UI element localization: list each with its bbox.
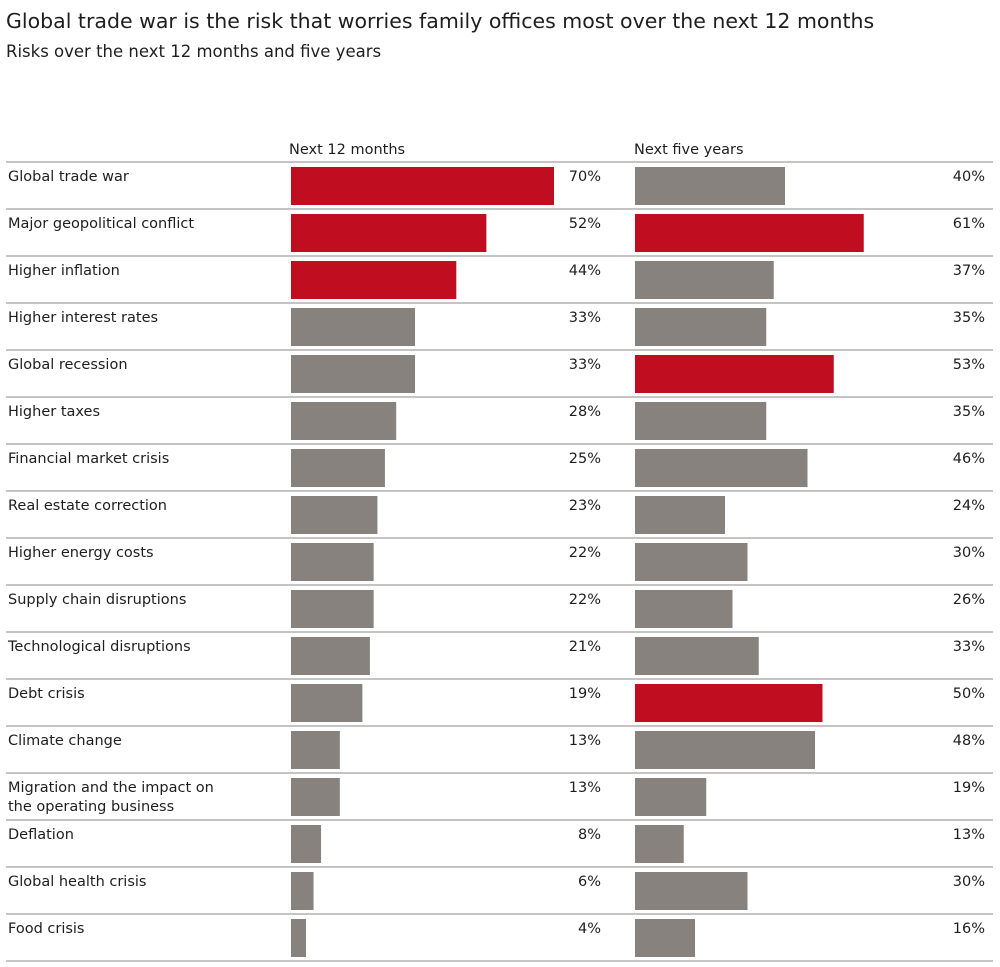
value-label-next-five-years: 48% (953, 733, 985, 749)
value-label-next-12-months: 21% (569, 639, 601, 655)
bar-next-five-years (635, 543, 748, 581)
value-label-next-five-years: 61% (953, 216, 985, 232)
bar-next-12-months (291, 402, 397, 440)
category-label: Higher taxes (8, 404, 100, 420)
value-label-next-five-years: 30% (953, 874, 985, 890)
bar-next-12-months (291, 261, 457, 299)
bar-next-five-years (635, 355, 834, 393)
value-label-next-12-months: 22% (569, 592, 601, 608)
bar-next-five-years (635, 308, 767, 346)
category-label: Financial market crisis (8, 451, 169, 467)
value-label-next-12-months: 13% (569, 780, 601, 796)
bar-next-12-months (291, 919, 307, 957)
value-label-next-12-months: 52% (569, 216, 601, 232)
bar-next-12-months (291, 308, 415, 346)
value-label-next-five-years: 19% (953, 780, 985, 796)
value-label-next-12-months: 33% (569, 357, 601, 373)
value-label-next-five-years: 13% (953, 827, 985, 843)
category-label: Migration and the impact on the operating… (8, 780, 214, 815)
value-label-next-12-months: 70% (569, 169, 601, 185)
category-label: Food crisis (8, 921, 84, 937)
bar-next-five-years (635, 778, 707, 816)
value-label-next-five-years: 35% (953, 404, 985, 420)
header-next-five-years: Next five years (634, 142, 744, 158)
value-label-next-12-months: 25% (569, 451, 601, 467)
bar-next-12-months (291, 684, 363, 722)
value-label-next-five-years: 37% (953, 263, 985, 279)
bar-next-five-years (635, 402, 767, 440)
category-label: Higher interest rates (8, 310, 158, 326)
bar-next-12-months (291, 637, 370, 675)
bar-next-12-months (291, 543, 374, 581)
category-label: Deflation (8, 827, 74, 843)
bar-next-12-months (291, 496, 378, 534)
value-label-next-five-years: 24% (953, 498, 985, 514)
header-next-12-months: Next 12 months (289, 142, 405, 158)
value-label-next-12-months: 22% (569, 545, 601, 561)
bar-next-12-months (291, 590, 374, 628)
value-label-next-five-years: 26% (953, 592, 985, 608)
category-label: Debt crisis (8, 686, 85, 702)
value-label-next-five-years: 40% (953, 169, 985, 185)
value-label-next-12-months: 19% (569, 686, 601, 702)
value-label-next-12-months: 28% (569, 404, 601, 420)
bar-next-12-months (291, 872, 314, 910)
bar-next-five-years (635, 825, 684, 863)
bar-next-five-years (635, 496, 725, 534)
value-label-next-12-months: 8% (578, 827, 601, 843)
category-label: Climate change (8, 733, 122, 749)
value-label-next-12-months: 23% (569, 498, 601, 514)
bar-next-12-months (291, 449, 385, 487)
bar-next-five-years (635, 637, 759, 675)
value-label-next-12-months: 6% (578, 874, 601, 890)
category-label: Higher energy costs (8, 545, 154, 561)
bar-next-five-years (635, 261, 774, 299)
value-label-next-12-months: 4% (578, 921, 601, 937)
category-label: Global health crisis (8, 874, 146, 890)
bar-next-five-years (635, 449, 808, 487)
category-label: Real estate correction (8, 498, 167, 514)
value-label-next-five-years: 33% (953, 639, 985, 655)
chart-title: Global trade war is the risk that worrie… (6, 9, 875, 33)
bar-next-five-years (635, 872, 748, 910)
bar-next-12-months (291, 167, 554, 205)
category-label: Global trade war (8, 169, 129, 185)
bar-next-five-years (635, 214, 864, 252)
value-label-next-five-years: 35% (953, 310, 985, 326)
category-label: Higher inflation (8, 263, 120, 279)
value-label-next-12-months: 44% (569, 263, 601, 279)
bar-next-12-months (291, 731, 340, 769)
bar-next-12-months (291, 214, 487, 252)
value-label-next-12-months: 13% (569, 733, 601, 749)
bar-next-12-months (291, 778, 340, 816)
bar-next-12-months (291, 825, 322, 863)
value-label-next-five-years: 50% (953, 686, 985, 702)
bar-next-five-years (635, 731, 815, 769)
category-label: Global recession (8, 357, 128, 373)
value-label-next-five-years: 30% (953, 545, 985, 561)
bar-next-12-months (291, 355, 415, 393)
category-label: Major geopolitical conflict (8, 216, 194, 232)
value-label-next-12-months: 33% (569, 310, 601, 326)
value-label-next-five-years: 16% (953, 921, 985, 937)
chart-subtitle: Risks over the next 12 months and five y… (6, 42, 382, 61)
bar-next-five-years (635, 684, 823, 722)
bar-next-five-years (635, 167, 785, 205)
bar-next-five-years (635, 919, 695, 957)
bar-next-five-years (635, 590, 733, 628)
value-label-next-five-years: 46% (953, 451, 985, 467)
category-label: Technological disruptions (7, 639, 191, 655)
value-label-next-five-years: 53% (953, 357, 985, 373)
category-label: Supply chain disruptions (8, 592, 186, 608)
